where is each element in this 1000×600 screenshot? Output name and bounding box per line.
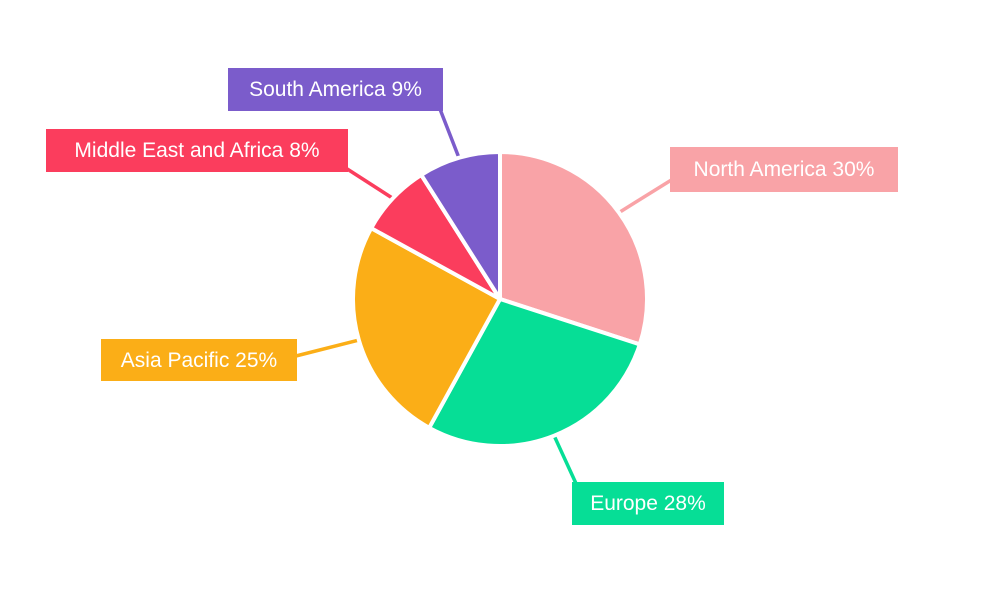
slice-label-text: Asia Pacific 25% — [120, 348, 278, 372]
slice-label-text: Middle East and Africa 8% — [74, 139, 320, 162]
slice-label-text: South America 9% — [249, 78, 422, 101]
pie-slice-north-america[interactable] — [498, 150, 649, 347]
leader-line-middle-east-and-africa — [340, 163, 394, 200]
pie-slice-asia-pacific[interactable] — [351, 226, 502, 430]
slice-label-middle-east-and-africa[interactable]: Middle East and Africa 8% — [46, 129, 348, 172]
slice-label-south-america[interactable]: South America 9% — [228, 68, 443, 111]
slice-label-text: North America 30% — [693, 158, 875, 181]
pie-slice-south-america[interactable] — [419, 150, 502, 301]
slice-label-text: Europe 28% — [590, 492, 706, 515]
slice-label-europe[interactable]: Europe 28% — [572, 482, 724, 525]
leader-line-asia-pacific — [287, 338, 360, 360]
leader-line-europe — [552, 434, 581, 491]
slice-label-north-america[interactable]: North America 30% — [670, 147, 898, 192]
leader-line-south-america — [436, 103, 461, 159]
slice-label-asia-pacific[interactable]: Asia Pacific 25% — [101, 339, 297, 381]
